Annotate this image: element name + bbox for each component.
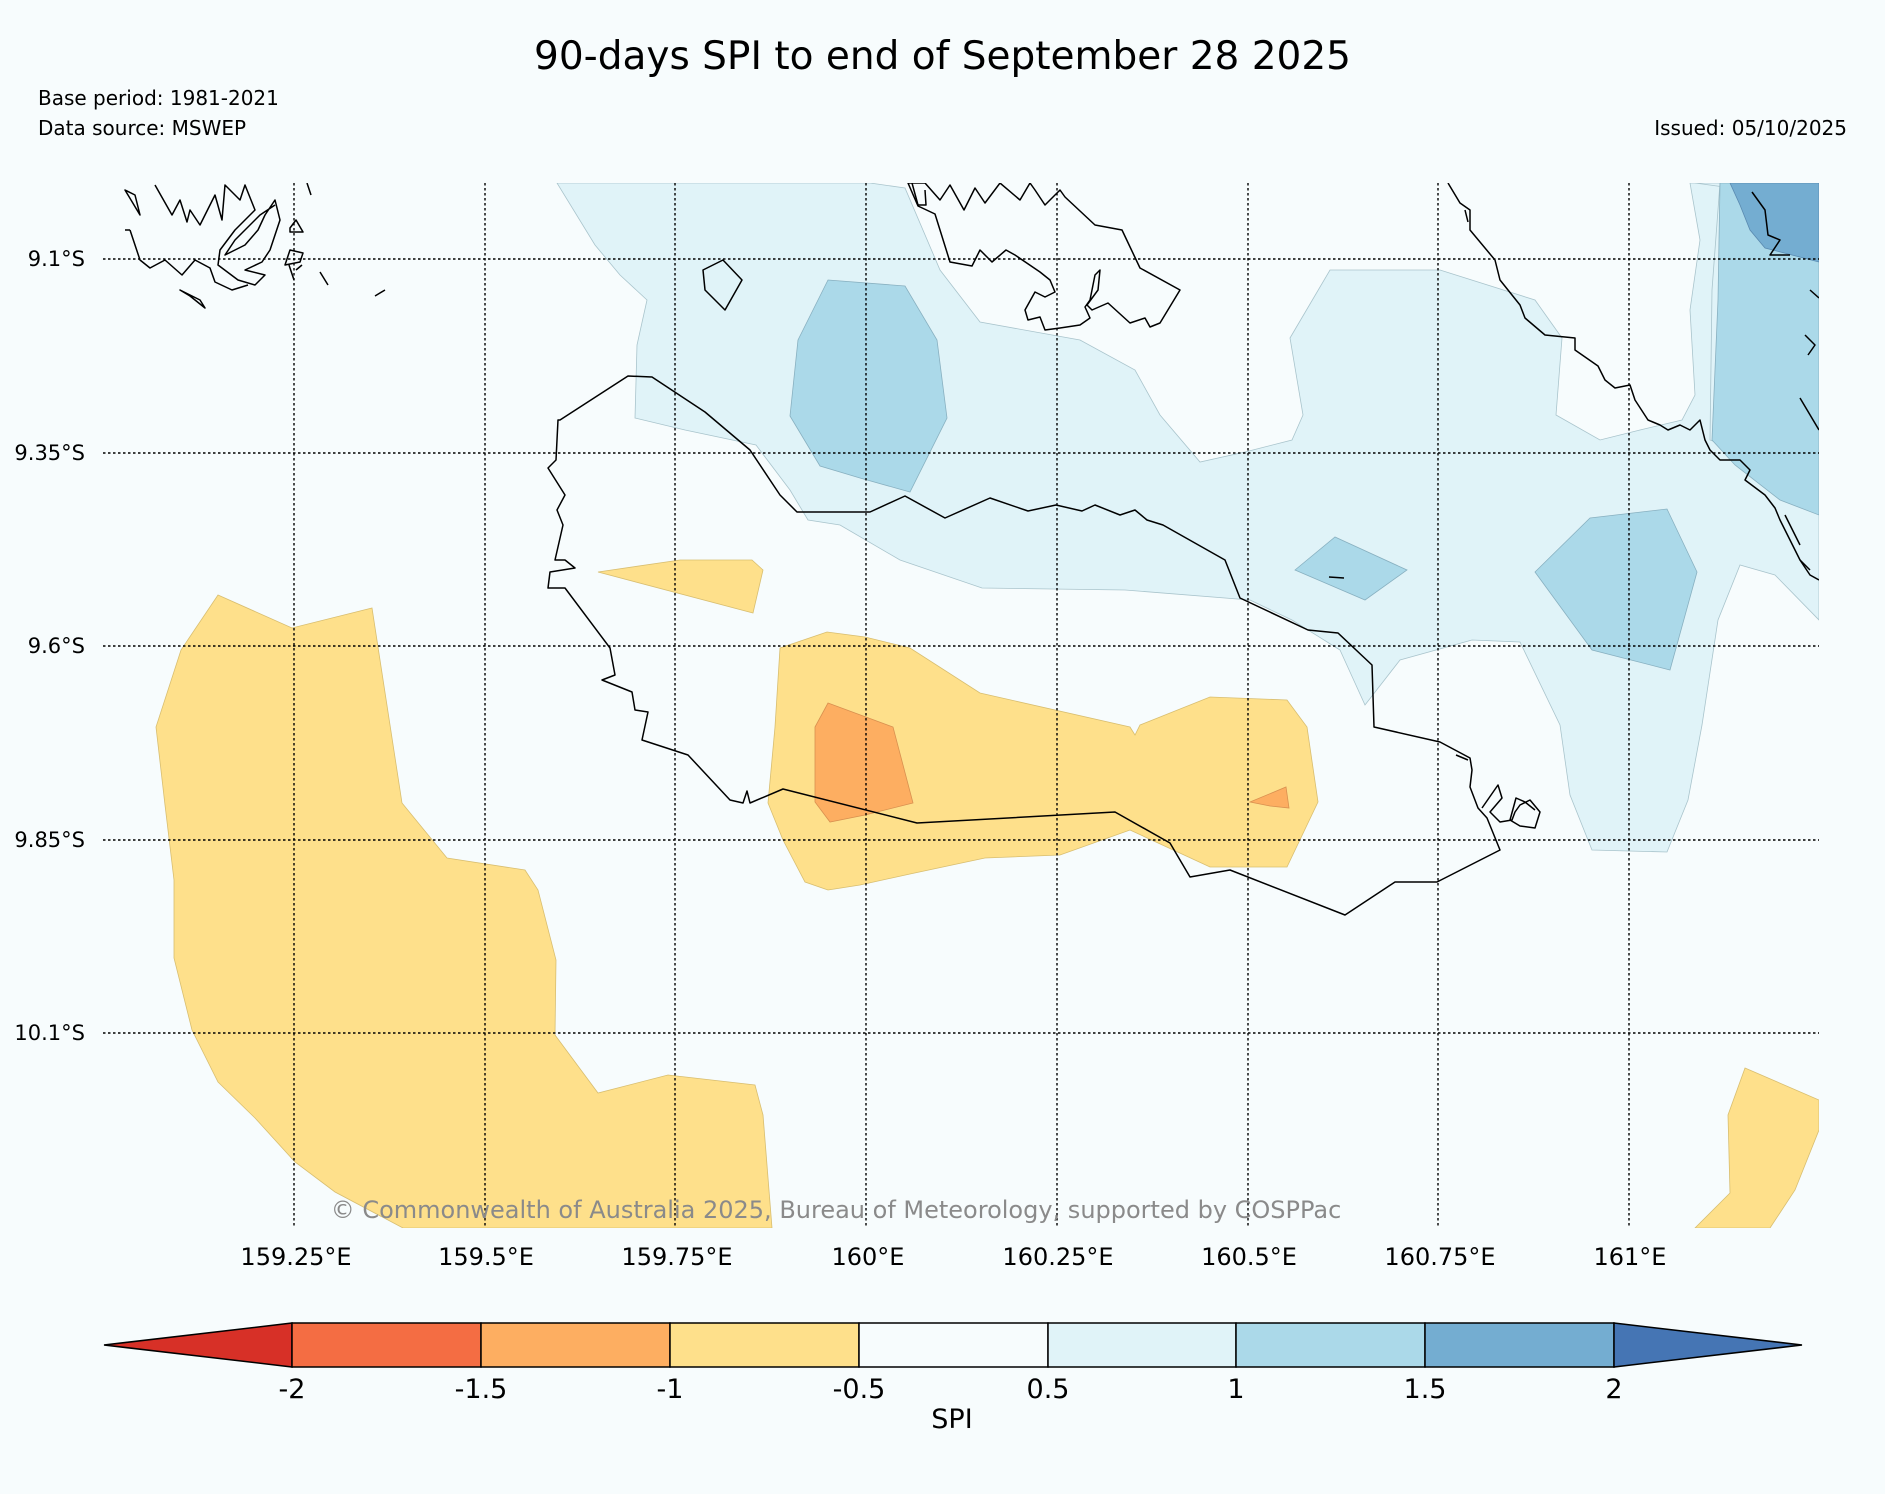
lat-label: 9.35°S: [14, 441, 85, 465]
spi-contour-1-1.5-a: [789, 279, 948, 493]
spi-contour-neg1-neg0.5-west: [155, 594, 773, 1228]
colorbar-tick-label: 1.5: [1404, 1374, 1447, 1405]
colorbar-tick-label: -2: [279, 1374, 306, 1405]
colorbar-segment: [1047, 1322, 1237, 1368]
spi-contour-1-1.5-d: [1711, 183, 1819, 516]
lon-label: 160°E: [832, 1243, 905, 1271]
spi-contour-1-1.5-b: [1294, 536, 1408, 601]
spi-contours: [155, 183, 1819, 1228]
latitude-labels: 9.1°S 9.35°S 9.6°S 9.85°S 10.1°S: [14, 247, 85, 1045]
coastline-northwest-islands: [124, 183, 386, 309]
colorbar-tick-label: 2: [1605, 1374, 1622, 1405]
colorbar-segment: [291, 1322, 482, 1368]
lon-label: 161°E: [1594, 1243, 1667, 1271]
spi-contour-neg1.5-neg1-a: [814, 702, 914, 823]
spi-contour-1.5-2: [1729, 183, 1819, 263]
colorbar: [103, 1322, 1803, 1368]
colorbar-tick-label: -0.5: [833, 1374, 886, 1405]
colorbar-segment: [1424, 1322, 1615, 1368]
data-source-text: Data source: MSWEP: [38, 116, 247, 140]
coastline-florida-islands-east: [907, 183, 1181, 331]
colorbar-tick-label: 0.5: [1027, 1374, 1070, 1405]
coastline-malaita-west: [1447, 183, 1819, 581]
lon-label: 159.5°E: [438, 1243, 534, 1271]
lon-label: 160.75°E: [1384, 1243, 1495, 1271]
issued-date-text: Issued: 05/10/2025: [1654, 116, 1847, 140]
colorbar-extend-high: [1613, 1322, 1803, 1368]
lat-label: 9.1°S: [28, 247, 85, 271]
spi-contour-neg1.5-neg1-b: [1248, 786, 1290, 809]
colorbar-extend-low: [103, 1322, 293, 1368]
coastline-florida-islands-small: [911, 183, 927, 206]
colorbar-ticks: -2 -1.5 -1 -0.5 0.5 1 1.5 2: [279, 1374, 1623, 1405]
colorbar-tick-label: 1: [1227, 1374, 1244, 1405]
colorbar-tick-label: -1.5: [455, 1374, 508, 1405]
map-title: 90-days SPI to end of September 28 2025: [534, 34, 1351, 79]
copyright-text: © Commonwealth of Australia 2025, Bureau…: [331, 1196, 1342, 1224]
coastline-small-island: [702, 259, 743, 311]
base-period-text: Base period: 1981-2021: [38, 86, 279, 110]
colorbar-segment: [480, 1322, 671, 1368]
colorbar-tick-label: -1: [657, 1374, 684, 1405]
colorbar-segment: [669, 1322, 860, 1368]
lon-label: 159.75°E: [621, 1243, 732, 1271]
spi-contour-neg1-neg0.5-southeast: [1694, 1067, 1819, 1228]
coastlines: [124, 183, 1819, 916]
lon-label: 159.25°E: [240, 1243, 351, 1271]
spi-contour-neg1-neg0.5-sliver: [597, 559, 764, 614]
lon-label: 160.25°E: [1002, 1243, 1113, 1271]
lat-label: 9.85°S: [14, 828, 85, 852]
coastline-east-islands: [1455, 754, 1541, 829]
colorbar-segment: [1235, 1322, 1426, 1368]
coastline-guadalcanal: [547, 375, 1501, 916]
lat-label: 9.6°S: [28, 634, 85, 658]
longitude-labels: 159.25°E 159.5°E 159.75°E 160°E 160.25°E…: [240, 1243, 1666, 1271]
map-gridlines: [103, 183, 1819, 1228]
lat-label: 10.1°S: [14, 1021, 85, 1045]
spi-contour-1-1.5-c: [1534, 508, 1698, 671]
coastline-malaita-fragments: [1328, 191, 1819, 579]
colorbar-label: SPI: [931, 1404, 972, 1435]
colorbar-segment: [858, 1322, 1049, 1368]
spi-contour-neg1-neg0.5-central: [767, 631, 1319, 891]
lon-label: 160.5°E: [1201, 1243, 1297, 1271]
